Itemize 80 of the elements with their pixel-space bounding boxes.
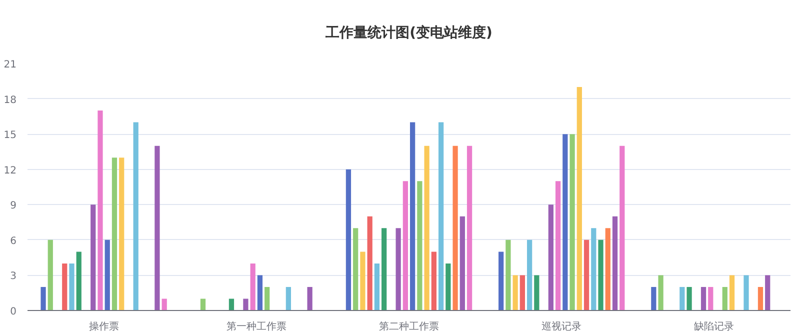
bar [534, 275, 540, 310]
bar [520, 275, 525, 310]
bar [424, 146, 430, 310]
bar [228, 298, 234, 310]
bar [62, 263, 68, 310]
bar [346, 169, 352, 310]
bar [584, 240, 590, 310]
bar [570, 134, 575, 310]
bar [620, 146, 625, 310]
bar [48, 240, 53, 310]
y-tick-label: 21 [4, 60, 17, 70]
bar [374, 263, 380, 310]
bar [360, 252, 366, 310]
bar [286, 286, 292, 310]
bar [708, 286, 714, 310]
bar [658, 275, 664, 310]
bar [576, 87, 582, 310]
bar [367, 216, 372, 310]
x-tick-label: 操作票 [88, 320, 119, 332]
bar [722, 286, 728, 310]
bar [651, 286, 656, 310]
y-tick-label: 12 [4, 165, 17, 176]
bar [729, 275, 735, 310]
bar [76, 252, 82, 310]
y-tick-label: 0 [10, 306, 17, 318]
bar [498, 252, 504, 310]
bar [744, 275, 749, 310]
bar [133, 122, 138, 310]
bar [526, 240, 532, 310]
bar [90, 204, 96, 310]
bar [680, 286, 685, 310]
bar [612, 216, 618, 310]
bar [686, 286, 692, 310]
y-tick-label: 18 [4, 94, 17, 106]
bar [417, 181, 422, 310]
bar [765, 275, 770, 310]
bar [250, 263, 256, 310]
x-tick-label: 第二种工作票 [379, 320, 439, 332]
bar [506, 240, 511, 310]
bar [431, 252, 436, 310]
bar [446, 263, 451, 310]
bar [162, 298, 167, 310]
bar [591, 228, 596, 310]
bar [40, 286, 46, 310]
bar [466, 146, 472, 310]
bar [410, 122, 416, 310]
bar [382, 228, 387, 310]
bar [460, 216, 465, 310]
chart-title: 工作量统计图(变电站维度) [324, 24, 492, 41]
bar [555, 181, 561, 310]
bar [700, 286, 706, 310]
bar [548, 204, 554, 310]
bar [562, 134, 568, 310]
bar [598, 240, 604, 310]
bar [69, 263, 74, 310]
bar [257, 275, 263, 310]
y-tick-label: 3 [10, 271, 17, 282]
bar [452, 146, 458, 310]
bar [154, 146, 160, 310]
bar [264, 286, 270, 310]
bar [438, 122, 444, 310]
y-tick-label: 15 [4, 130, 17, 142]
x-tick-label: 缺陷记录 [694, 320, 734, 332]
y-tick-label: 9 [10, 200, 17, 212]
bar [353, 228, 358, 310]
bar [98, 110, 103, 310]
bar [112, 158, 118, 310]
bar [758, 286, 764, 310]
x-tick-label: 巡视记录 [542, 320, 582, 332]
bar [396, 228, 401, 310]
bar [512, 275, 518, 310]
bar [605, 228, 610, 310]
bar [307, 286, 312, 310]
bar [402, 181, 408, 310]
bar [104, 240, 110, 310]
bar [119, 158, 124, 310]
y-tick-label: 6 [10, 236, 17, 247]
x-tick-label: 第一种工作票 [226, 320, 286, 332]
bar [243, 298, 248, 310]
bar [200, 298, 206, 310]
